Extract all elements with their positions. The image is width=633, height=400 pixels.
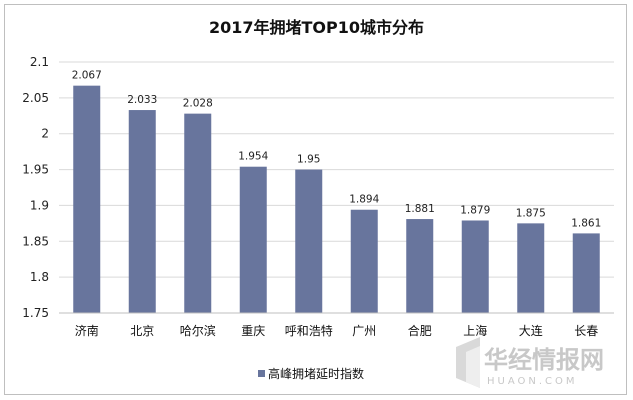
bar — [350, 209, 378, 313]
category-label: 合肥 — [408, 323, 432, 338]
data-label: 2.028 — [183, 98, 213, 110]
data-label: 1.954 — [238, 151, 268, 163]
bar — [239, 166, 267, 313]
category-label: 广州 — [352, 324, 376, 338]
y-tick-label: 2.1 — [30, 55, 49, 69]
category-label: 上海 — [463, 323, 487, 338]
y-tick-label: 2 — [41, 127, 49, 141]
y-tick-label: 1.75 — [22, 306, 49, 320]
watermark-text-en: HUAON.COM — [487, 376, 578, 387]
bar — [73, 85, 101, 313]
category-label: 长春 — [574, 324, 598, 338]
legend: 高峰拥堵延时指数 — [258, 366, 364, 381]
bar — [128, 110, 156, 313]
watermark: 华经情报网 HUAON.COM — [456, 337, 604, 388]
bar — [572, 233, 600, 313]
data-labels: 2.067 2.033 2.028 1.954 1.95 1.894 1.881 1.879 1… — [72, 70, 602, 230]
legend-label: 高峰拥堵延时指数 — [268, 366, 364, 381]
category-label: 北京 — [130, 324, 154, 338]
bars — [73, 85, 600, 314]
data-label: 1.881 — [405, 203, 435, 215]
category-label: 重庆 — [241, 324, 265, 338]
data-label: 1.861 — [571, 217, 601, 229]
bar — [461, 220, 489, 313]
bar — [184, 113, 212, 314]
data-label: 1.879 — [460, 204, 490, 216]
data-label: 1.875 — [516, 207, 546, 219]
category-label: 哈尔滨 — [180, 323, 216, 338]
category-label: 呼和浩特 — [285, 323, 333, 338]
y-tick-label: 1.95 — [22, 163, 49, 177]
y-tick-label: 1.9 — [30, 198, 49, 212]
data-label: 2.033 — [127, 94, 157, 106]
y-tick-label: 2.05 — [22, 91, 49, 105]
chart-title: 2017年拥堵TOP10城市分布 — [208, 18, 425, 37]
watermark-text-cn: 华经情报网 — [484, 346, 604, 374]
category-label: 济南 — [75, 323, 99, 338]
y-tick-label: 1.8 — [30, 270, 49, 284]
y-tick-label: 1.85 — [22, 234, 49, 248]
data-label: 1.894 — [349, 194, 379, 206]
x-axis-categories: 济南 北京 哈尔滨 重庆 呼和浩特 广州 合肥 上海 大连 长春 — [75, 323, 599, 338]
bar — [295, 169, 323, 313]
data-label: 1.95 — [297, 154, 320, 166]
bar — [517, 223, 545, 313]
legend-swatch — [258, 370, 265, 377]
watermark-logo-shade-icon — [466, 346, 480, 388]
bar — [406, 219, 434, 313]
data-label: 2.067 — [72, 70, 102, 82]
category-label: 大连 — [519, 323, 543, 338]
y-axis-ticks: 1.75 1.8 1.85 1.9 1.95 2 2.05 2.1 — [22, 55, 49, 320]
